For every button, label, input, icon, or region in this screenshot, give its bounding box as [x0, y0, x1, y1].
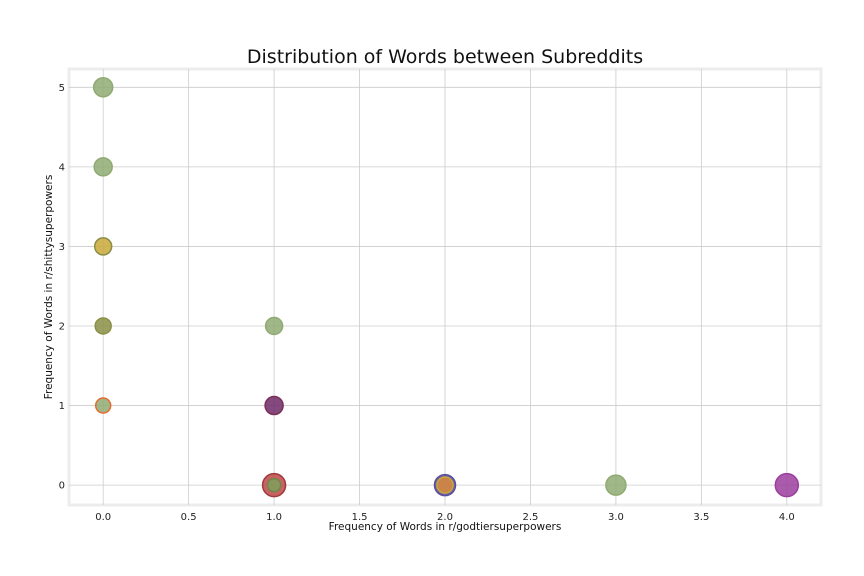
x-tick-label: 3.0	[608, 512, 624, 523]
x-tick-labels: 0.0 0.5 1.0 1.5 2.0 2.5 3.0 3.5 4.0	[95, 512, 795, 523]
x-tick-label: 0.5	[181, 512, 197, 523]
x-tick-label: 1.0	[266, 512, 282, 523]
x-tick-label: 2.5	[523, 512, 539, 523]
y-tick-label: 4	[59, 162, 65, 173]
x-axis-label: Frequency of Words in r/godtiersuperpowe…	[329, 521, 562, 533]
data-point	[93, 157, 113, 177]
chart-title: Distribution of Words between Subreddits	[247, 46, 643, 68]
y-tick-label: 1	[59, 401, 65, 412]
data-point	[264, 316, 284, 336]
data-point	[93, 237, 113, 256]
data-point	[94, 317, 112, 335]
x-tick-label: 0.0	[95, 512, 111, 523]
data-point	[436, 476, 454, 494]
data-points	[92, 77, 800, 498]
grid-lines	[69, 69, 821, 505]
x-tick-label: 2.0	[437, 512, 453, 523]
y-axis-label: Frequency of Words in r/shittysuperpower…	[43, 175, 55, 400]
x-tick-label: 3.5	[693, 512, 709, 523]
y-tick-label: 5	[59, 83, 65, 94]
y-tick-label: 2	[59, 321, 65, 332]
x-tick-label: 1.5	[352, 512, 368, 523]
data-point	[94, 397, 112, 414]
y-tick-labels: 0 1 2 3 4 5	[59, 83, 65, 492]
y-tick-label: 3	[59, 242, 65, 253]
data-point	[264, 395, 284, 416]
data-point	[92, 77, 114, 98]
data-point	[605, 474, 627, 496]
data-point	[266, 477, 282, 493]
data-point	[774, 472, 800, 498]
y-tick-label: 0	[59, 481, 65, 492]
x-tick-label: 4.0	[779, 512, 795, 523]
